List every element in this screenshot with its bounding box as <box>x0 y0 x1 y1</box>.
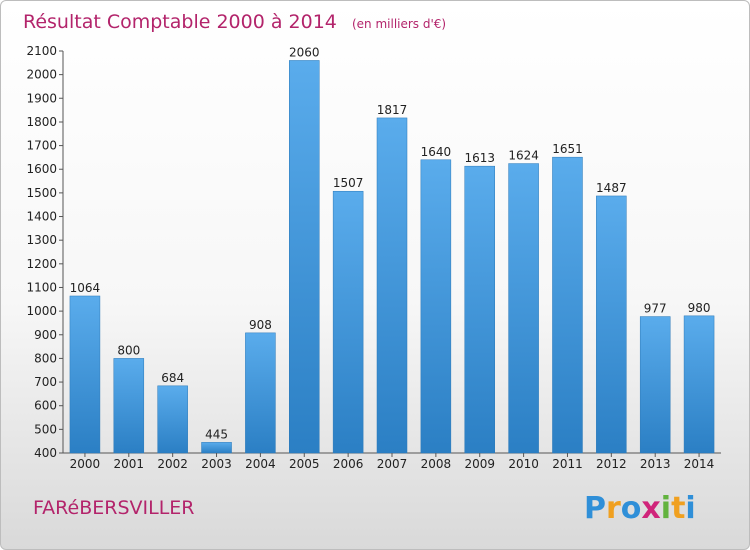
x-tick-label-2001: 2001 <box>114 457 145 471</box>
y-tick-label: 900 <box>34 328 57 342</box>
x-tick-label-2013: 2013 <box>640 457 671 471</box>
chart-title-main: Résultat Comptable 2000 à 2014 <box>23 11 337 33</box>
data-label-2003: 445 <box>205 427 228 441</box>
y-tick-label: 800 <box>34 351 57 365</box>
x-tick-label-2005: 2005 <box>289 457 320 471</box>
x-tick-label-2011: 2011 <box>552 457 583 471</box>
y-tick-label: 500 <box>34 422 57 436</box>
x-tick-label-2010: 2010 <box>508 457 539 471</box>
y-tick-label: 1100 <box>26 280 57 294</box>
logo-letter: x <box>641 491 660 526</box>
y-tick-label: 600 <box>34 399 57 413</box>
x-tick-label-2004: 2004 <box>245 457 276 471</box>
y-tick-label: 1600 <box>26 162 57 176</box>
proxiti-logo: Proxiti <box>584 491 696 526</box>
chart-title: Résultat Comptable 2000 à 2014 (en milli… <box>23 11 446 33</box>
data-label-2009: 1613 <box>464 151 495 165</box>
y-tick-label: 400 <box>34 446 57 460</box>
bar-2010 <box>508 163 539 454</box>
x-tick-label-2000: 2000 <box>70 457 101 471</box>
commune-name: FARéBERSVILLER <box>33 497 195 519</box>
bar-2001 <box>113 358 145 454</box>
logo-letter: P <box>584 491 606 526</box>
y-tick-label: 700 <box>34 375 57 389</box>
logo-letter: r <box>606 491 621 526</box>
x-tick-label-2008: 2008 <box>421 457 452 471</box>
y-tick-label: 1800 <box>26 115 57 129</box>
logo-letter: t <box>671 491 685 526</box>
chart-title-unit: (en milliers d'€) <box>352 17 446 31</box>
data-label-2004: 908 <box>249 318 272 332</box>
x-tick-label-2009: 2009 <box>464 457 495 471</box>
bar-2004 <box>245 332 276 454</box>
data-labels: 1064 800 684 445 908 2060 1507 1817 1640 1613 1624… <box>70 45 711 441</box>
bar-2012 <box>596 195 627 454</box>
y-tick-label: 1700 <box>26 139 57 153</box>
bar-2013 <box>639 316 671 454</box>
bar-2000 <box>69 295 101 454</box>
y-ticks: 400 500 600 700 800 900 1000 1100 1200 1300 1400 15… <box>26 44 63 460</box>
x-tick-label-2007: 2007 <box>377 457 408 471</box>
bar-2005 <box>289 60 320 454</box>
y-tick-label: 1900 <box>26 91 57 105</box>
y-tick-label: 1000 <box>26 304 57 318</box>
x-tick-label-2012: 2012 <box>596 457 627 471</box>
bar-2011 <box>552 156 583 454</box>
x-tick-label-2003: 2003 <box>201 457 232 471</box>
x-tick-label-2006: 2006 <box>333 457 364 471</box>
y-tick-label: 1200 <box>26 257 57 271</box>
data-label-2008: 1640 <box>421 145 452 159</box>
x-tick-label-2002: 2002 <box>157 457 188 471</box>
bars-group <box>69 60 715 454</box>
data-label-2012: 1487 <box>596 181 627 195</box>
y-tick-label: 2000 <box>26 68 57 82</box>
bar-2006 <box>332 190 364 454</box>
data-label-2001: 800 <box>117 343 140 357</box>
y-tick-label: 1500 <box>26 186 57 200</box>
logo-letter: i <box>661 491 671 526</box>
bar-2009 <box>464 165 495 454</box>
bar-2007 <box>376 117 408 454</box>
data-label-2002: 684 <box>161 371 184 385</box>
logo-letter: o <box>621 491 642 526</box>
data-label-2011: 1651 <box>552 142 583 156</box>
logo-letter: i <box>685 491 695 526</box>
bar-2008 <box>420 159 452 454</box>
y-tick-label: 2100 <box>26 44 57 58</box>
bar-2003 <box>201 442 232 454</box>
data-label-2007: 1817 <box>377 103 408 117</box>
data-label-2005: 2060 <box>289 45 320 59</box>
data-label-2014: 980 <box>688 301 711 315</box>
bar-2014 <box>683 315 715 454</box>
x-tick-label-2014: 2014 <box>684 457 715 471</box>
data-label-2006: 1507 <box>333 176 364 190</box>
x-ticks: 2000 2001 2002 2003 2004 2005 2006 2007 2008 2009… <box>70 453 715 471</box>
y-tick-label: 1400 <box>26 210 57 224</box>
data-label-2013: 977 <box>644 302 667 316</box>
data-label-2000: 1064 <box>70 281 101 295</box>
data-label-2010: 1624 <box>508 149 539 163</box>
bar-2002 <box>157 385 188 454</box>
y-tick-label: 1300 <box>26 233 57 247</box>
